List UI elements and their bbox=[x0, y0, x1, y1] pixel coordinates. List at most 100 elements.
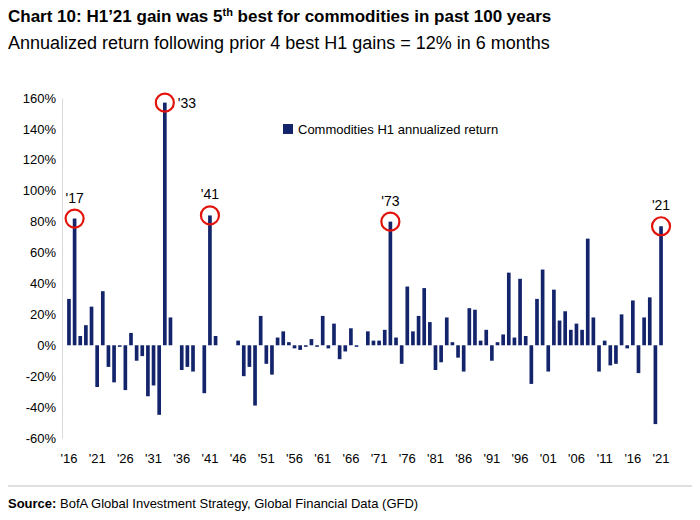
bar bbox=[654, 345, 658, 424]
y-tick: 120% bbox=[23, 152, 62, 167]
annotation-label: '41 bbox=[201, 186, 219, 202]
x-tick: '46 bbox=[230, 438, 247, 466]
y-tick: 40% bbox=[30, 276, 62, 291]
x-tick-label: '56 bbox=[286, 451, 303, 466]
x-tick: '16 bbox=[60, 438, 77, 466]
bar bbox=[569, 330, 573, 345]
bar bbox=[608, 345, 612, 365]
bar bbox=[321, 316, 325, 345]
y-axis-line bbox=[62, 99, 63, 439]
legend: Commodities H1 annualized return bbox=[283, 122, 498, 137]
y-tick: 20% bbox=[30, 307, 62, 322]
y-axis: -60%-40%-20%0%20%40%60%80%100%120%140%16… bbox=[23, 91, 63, 446]
x-tick-label: '91 bbox=[483, 451, 500, 466]
y-tick-label: 40% bbox=[30, 276, 56, 291]
bar bbox=[259, 316, 263, 345]
x-tick-label: '86 bbox=[455, 451, 472, 466]
bar bbox=[214, 336, 218, 345]
x-tick: '76 bbox=[399, 438, 416, 466]
y-tick-label: 0% bbox=[37, 338, 56, 353]
x-tick-label: '11 bbox=[597, 451, 613, 466]
bar bbox=[146, 345, 150, 396]
bar bbox=[231, 345, 235, 346]
y-tick: 80% bbox=[30, 214, 62, 229]
x-tick: '86 bbox=[455, 438, 472, 466]
x-tick: '01 bbox=[540, 438, 557, 466]
x-tick-label: '21 bbox=[653, 451, 670, 466]
bar bbox=[575, 324, 579, 346]
bar bbox=[625, 345, 629, 348]
bar bbox=[253, 345, 257, 405]
bar bbox=[451, 342, 455, 345]
bar bbox=[157, 345, 161, 415]
bar bbox=[530, 345, 534, 384]
bar bbox=[270, 345, 274, 374]
bar bbox=[541, 270, 545, 346]
bar bbox=[659, 226, 663, 345]
bar bbox=[124, 345, 128, 390]
bar bbox=[112, 345, 116, 382]
bar bbox=[276, 338, 280, 346]
bar bbox=[84, 325, 88, 345]
x-tick: '36 bbox=[173, 438, 190, 466]
x-tick: '81 bbox=[427, 438, 444, 466]
y-tick-label: 120% bbox=[23, 152, 57, 167]
bar bbox=[501, 334, 505, 345]
bar bbox=[377, 341, 381, 346]
x-tick: '56 bbox=[286, 438, 303, 466]
y-tick: 60% bbox=[30, 245, 62, 260]
bar bbox=[513, 338, 517, 346]
x-tick: '11 bbox=[597, 438, 613, 466]
bar bbox=[366, 331, 370, 345]
y-tick-label: 60% bbox=[30, 245, 56, 260]
bar bbox=[535, 299, 539, 345]
bar bbox=[152, 345, 156, 385]
x-tick: '66 bbox=[342, 438, 359, 466]
chart: Chart 10: H1’21 gain was 5th best for co… bbox=[0, 0, 700, 520]
bar bbox=[327, 345, 331, 348]
bar bbox=[225, 345, 229, 346]
bar bbox=[473, 310, 477, 346]
bar bbox=[67, 299, 71, 345]
y-tick-label: -40% bbox=[26, 400, 57, 415]
bar bbox=[140, 345, 144, 356]
y-tick: 100% bbox=[23, 183, 62, 198]
x-tick-label: '81 bbox=[427, 451, 444, 466]
y-tick-label: 80% bbox=[30, 214, 56, 229]
x-tick: '91 bbox=[483, 438, 500, 466]
x-tick: '96 bbox=[512, 438, 529, 466]
x-tick-label: '26 bbox=[117, 451, 134, 466]
bar bbox=[118, 345, 122, 347]
bar bbox=[219, 345, 223, 346]
y-tick: 140% bbox=[23, 122, 62, 137]
x-tick-label: '46 bbox=[230, 451, 247, 466]
bar bbox=[614, 345, 618, 364]
bar bbox=[202, 345, 206, 393]
annotation-label: '73 bbox=[381, 193, 399, 209]
x-tick-label: '66 bbox=[342, 451, 359, 466]
source-separator bbox=[8, 486, 692, 487]
highlight-circle bbox=[381, 213, 399, 231]
highlight-circle bbox=[66, 210, 84, 228]
bar bbox=[338, 345, 342, 359]
bar bbox=[518, 279, 522, 345]
bar bbox=[180, 345, 184, 370]
bar bbox=[484, 330, 488, 345]
x-tick: '71 bbox=[371, 438, 388, 466]
bar bbox=[428, 322, 432, 345]
x-tick: '06 bbox=[568, 438, 585, 466]
bars bbox=[67, 103, 663, 424]
bar bbox=[293, 345, 297, 348]
bar bbox=[389, 222, 393, 346]
bar bbox=[236, 341, 240, 346]
x-tick: '26 bbox=[117, 438, 134, 466]
bar bbox=[95, 345, 99, 387]
source: Source: BofA Global Investment Strategy,… bbox=[8, 496, 418, 511]
x-tick: '51 bbox=[258, 438, 275, 466]
bar bbox=[546, 345, 550, 371]
bar bbox=[620, 314, 624, 345]
y-tick-label: 160% bbox=[23, 91, 57, 106]
bar bbox=[580, 330, 584, 345]
bar bbox=[281, 331, 285, 345]
bar bbox=[197, 345, 201, 346]
